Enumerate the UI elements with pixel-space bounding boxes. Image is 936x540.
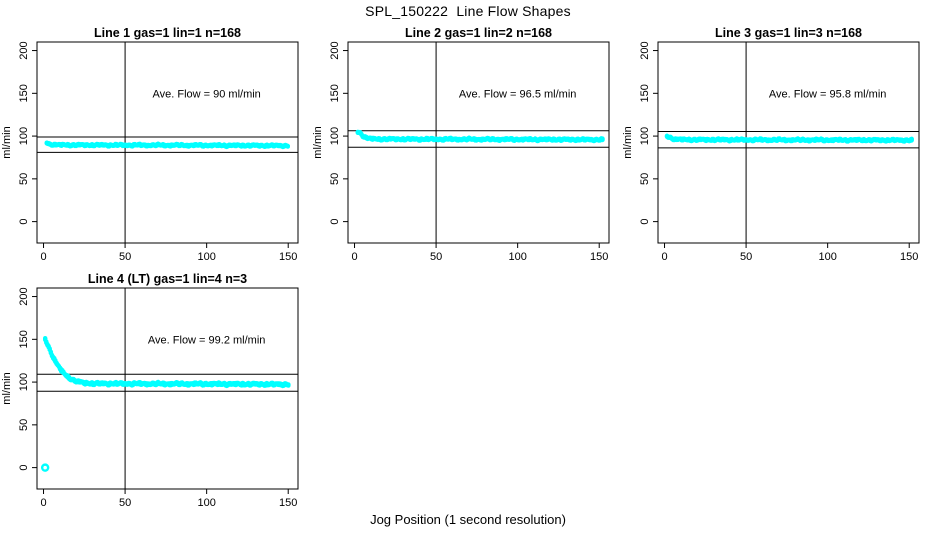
x-tick-label: 0 bbox=[661, 251, 667, 263]
x-tick-label: 100 bbox=[197, 497, 215, 509]
axis-box bbox=[657, 41, 920, 244]
panel-line-3: Line 3 gas=1 lin=3 n=168 0 50 100 150 0 50 100… bbox=[621, 20, 936, 270]
y-axis-label: ml/min bbox=[622, 126, 634, 158]
y-tick-label: 150 bbox=[639, 84, 651, 102]
plot-canvas-line-2: 0 50 100 150 0 50 100 150 200 ml/min Ave. Flow = 9… bbox=[312, 41, 610, 263]
figure-title: SPL_150222 Line Flow Shapes bbox=[365, 3, 571, 19]
outlier-point bbox=[40, 463, 50, 472]
x-tick-label: 50 bbox=[430, 251, 442, 263]
panel-line-1: Line 1 gas=1 lin=1 n=168 0 50 100 150 0 50 100… bbox=[0, 20, 312, 270]
panel-line-4: Line 4 (LT) gas=1 lin=4 n=3 0 50 100 150 0 50… bbox=[0, 266, 312, 518]
ave-flow-annotation: Ave. Flow = 96.5 ml/min bbox=[459, 88, 576, 100]
panel-title: Line 2 gas=1 lin=2 n=168 bbox=[405, 26, 552, 40]
y-tick-label: 200 bbox=[18, 287, 30, 305]
axis-box bbox=[36, 41, 299, 244]
y-tick-label: 50 bbox=[329, 173, 341, 185]
data-point bbox=[47, 346, 52, 351]
y-tick-label: 200 bbox=[18, 41, 30, 59]
data-points bbox=[664, 133, 914, 144]
plot-canvas-line-4: 0 50 100 150 0 50 100 150 200 ml/min Ave. Flow = 9… bbox=[1, 287, 299, 509]
data-point bbox=[909, 136, 914, 141]
data-points bbox=[43, 336, 291, 389]
y-tick-label: 50 bbox=[639, 173, 651, 185]
axis-box bbox=[347, 41, 610, 244]
data-points bbox=[44, 140, 290, 150]
y-tick-label: 150 bbox=[18, 84, 30, 102]
ave-flow-annotation: Ave. Flow = 95.8 ml/min bbox=[769, 88, 886, 100]
x-tick-label: 50 bbox=[740, 251, 752, 263]
ave-flow-annotation: Ave. Flow = 90 ml/min bbox=[152, 88, 260, 100]
y-tick-label: 0 bbox=[329, 219, 341, 225]
ave-flow-annotation: Ave. Flow = 99.2 ml/min bbox=[148, 334, 265, 346]
y-axis-label: ml/min bbox=[312, 126, 324, 158]
y-tick-label: 200 bbox=[639, 41, 651, 59]
y-tick-label: 100 bbox=[18, 127, 30, 145]
data-point bbox=[286, 382, 291, 387]
y-tick-label: 100 bbox=[329, 127, 341, 145]
x-tick-label: 0 bbox=[40, 497, 46, 509]
x-tick-label: 150 bbox=[590, 251, 608, 263]
x-tick-label: 100 bbox=[508, 251, 526, 263]
y-tick-label: 0 bbox=[639, 219, 651, 225]
data-point bbox=[285, 143, 290, 149]
x-tick-label: 0 bbox=[40, 251, 46, 263]
panel-line-2: Line 2 gas=1 lin=2 n=168 0 50 100 150 0 50 100… bbox=[311, 20, 623, 270]
data-point bbox=[43, 336, 48, 341]
data-point bbox=[600, 136, 605, 141]
plot-canvas-line-3: 0 50 100 150 0 50 100 150 200 ml/min Ave. Flow = 9… bbox=[622, 41, 920, 263]
y-tick-label: 50 bbox=[18, 419, 30, 431]
y-tick-label: 50 bbox=[18, 173, 30, 185]
y-axis-label: ml/min bbox=[1, 372, 13, 404]
x-tick-label: 100 bbox=[197, 251, 215, 263]
x-tick-label: 150 bbox=[279, 497, 297, 509]
y-tick-label: 150 bbox=[18, 330, 30, 348]
y-tick-label: 0 bbox=[18, 465, 30, 471]
y-tick-label: 150 bbox=[329, 84, 341, 102]
x-tick-label: 150 bbox=[279, 251, 297, 263]
panel-title: Line 3 gas=1 lin=3 n=168 bbox=[715, 26, 862, 40]
y-axis-label: ml/min bbox=[1, 126, 13, 158]
x-tick-label: 50 bbox=[119, 251, 131, 263]
x-tick-label: 150 bbox=[900, 251, 918, 263]
data-points bbox=[355, 129, 605, 144]
y-tick-label: 100 bbox=[639, 127, 651, 145]
x-tick-label: 100 bbox=[818, 251, 836, 263]
y-tick-label: 200 bbox=[329, 41, 341, 59]
y-tick-label: 0 bbox=[18, 219, 30, 225]
axis-box bbox=[36, 287, 299, 490]
plot-canvas-line-1: 0 50 100 150 0 50 100 150 200 ml/min Ave. Flow = 9… bbox=[1, 41, 299, 263]
x-tick-label: 50 bbox=[119, 497, 131, 509]
x-axis-label: Jog Position (1 second resolution) bbox=[370, 512, 566, 527]
panel-title: Line 1 gas=1 lin=1 n=168 bbox=[94, 26, 241, 40]
x-tick-label: 0 bbox=[351, 251, 357, 263]
y-tick-label: 100 bbox=[18, 373, 30, 391]
panel-title: Line 4 (LT) gas=1 lin=4 n=3 bbox=[87, 272, 248, 286]
